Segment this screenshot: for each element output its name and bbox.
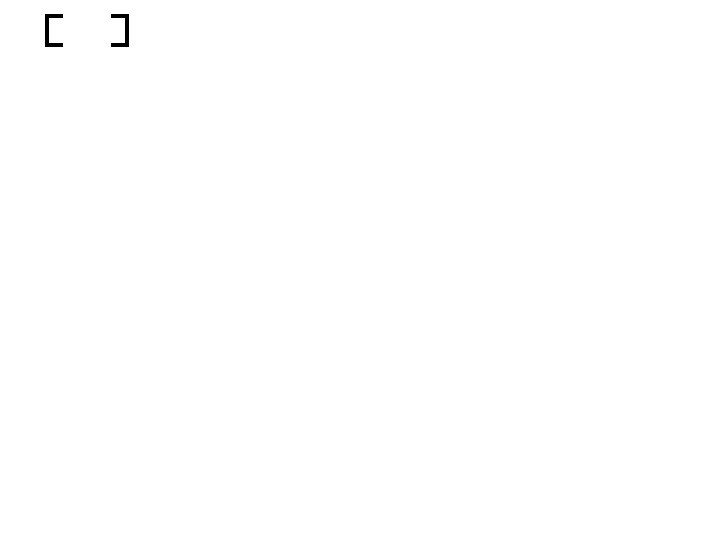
- title-block: [45, 14, 129, 47]
- title-bracket-left: [45, 14, 63, 47]
- title-bracket-right: [111, 14, 129, 47]
- concordia-chart: [105, 118, 615, 520]
